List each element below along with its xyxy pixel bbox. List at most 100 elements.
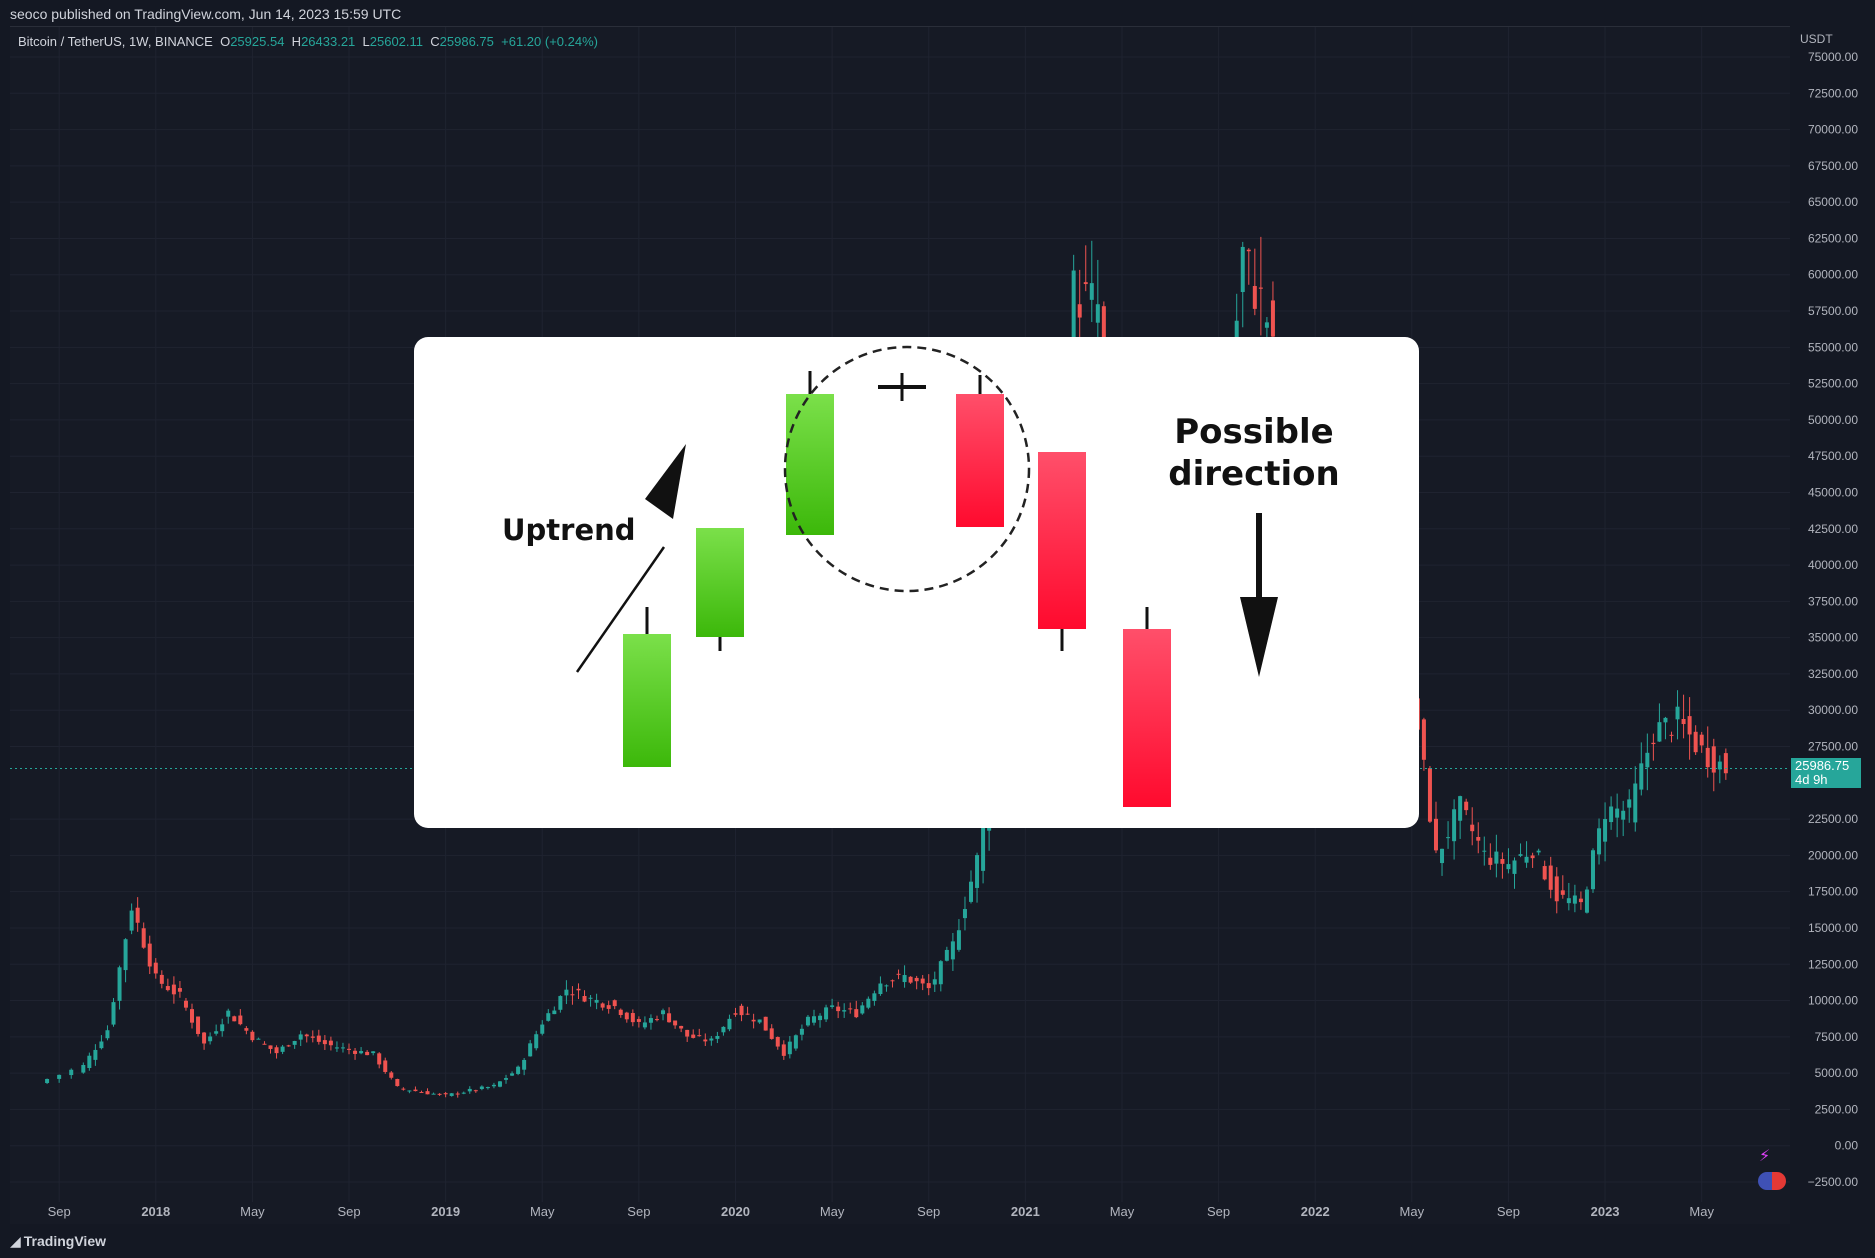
candle-body	[1548, 865, 1553, 890]
candle-body	[1675, 706, 1680, 720]
candle-body	[491, 1084, 496, 1087]
candle-body	[1705, 747, 1710, 768]
flag-icon[interactable]	[1758, 1172, 1786, 1190]
candle-body	[745, 1013, 750, 1015]
candle-body	[250, 1031, 255, 1041]
candle-body	[1627, 799, 1632, 808]
candle-body	[733, 1013, 738, 1015]
illustration-candle-down	[1038, 452, 1086, 629]
candle-body	[860, 1005, 865, 1014]
x-tick-label: Sep	[337, 1204, 360, 1219]
candle-body	[123, 939, 128, 971]
candle-body	[57, 1074, 62, 1079]
candle-body	[1512, 860, 1517, 874]
y-tick-label: 5000.00	[1815, 1066, 1859, 1080]
chart-area[interactable]: 75000.00 72500.00 70000.00 67500.00 65000.00…	[10, 26, 1858, 1225]
y-tick-label: 75000.00	[1808, 50, 1858, 64]
candle-body	[135, 907, 140, 923]
symbol-title[interactable]: Bitcoin / TetherUS, 1W, BINANCE	[18, 34, 213, 49]
candle-body	[552, 1010, 557, 1015]
candle-body	[1566, 898, 1571, 904]
x-tick-label: Sep	[627, 1204, 650, 1219]
symbol-legend[interactable]: Bitcoin / TetherUS, 1W, BINANCE O25925.5…	[18, 34, 598, 49]
candle-body	[389, 1072, 394, 1078]
candle-body	[661, 1010, 666, 1015]
candle-body	[1687, 716, 1692, 735]
candle-body	[419, 1091, 424, 1093]
candle-body	[485, 1087, 490, 1089]
candle-body	[1482, 850, 1487, 852]
candle-body	[395, 1079, 400, 1087]
candle-body	[824, 1007, 829, 1020]
candle-body	[1536, 850, 1541, 853]
y-tick-label: 15000.00	[1808, 921, 1858, 935]
candle-body	[896, 973, 901, 975]
candle-body	[866, 998, 871, 1008]
candle-body	[1440, 848, 1445, 864]
candle-body	[1609, 806, 1614, 823]
candle-body	[1615, 808, 1620, 818]
candle-body	[214, 1031, 219, 1034]
candle-body	[1518, 854, 1523, 856]
candle-body	[848, 1008, 853, 1010]
candle-body	[141, 928, 146, 948]
candle-body	[1542, 866, 1547, 880]
x-tick-label: 2022	[1301, 1204, 1330, 1219]
pattern-circle	[783, 345, 1031, 593]
candle-body	[413, 1089, 418, 1092]
candle-body	[636, 1019, 641, 1022]
y-tick-label: 57500.00	[1808, 304, 1858, 318]
candle-body	[588, 997, 593, 999]
candle-body	[757, 1019, 762, 1023]
y-tick-label: 72500.00	[1808, 86, 1858, 100]
x-tick-label: May	[1400, 1204, 1425, 1219]
x-tick-label: Sep	[1497, 1204, 1520, 1219]
y-tick-label: 60000.00	[1808, 268, 1858, 282]
candle-body	[93, 1049, 98, 1060]
y-tick-label: 70000.00	[1808, 123, 1858, 137]
candle-body	[159, 974, 164, 984]
candle-body	[703, 1039, 708, 1042]
lightning-icon[interactable]: ⚡	[1759, 1148, 1771, 1165]
x-tick-label: May	[820, 1204, 845, 1219]
illustration-candle-down	[956, 394, 1004, 527]
candle-body	[1252, 286, 1257, 309]
price-chart[interactable]: 75000.00 72500.00 70000.00 67500.00 65000.00…	[10, 27, 1875, 1225]
candle-body	[1500, 858, 1505, 864]
candle-body	[359, 1051, 364, 1054]
y-tick-label: 12500.00	[1808, 957, 1858, 971]
candle-body	[322, 1040, 327, 1045]
candle-body	[1095, 304, 1100, 323]
candle-body	[45, 1078, 50, 1084]
candle-body	[455, 1093, 460, 1095]
candle-body	[600, 1003, 605, 1008]
candle-body	[407, 1090, 412, 1092]
candle-body	[1651, 742, 1656, 745]
candle-body	[190, 1009, 195, 1023]
last-price-value: 25986.75	[1795, 758, 1850, 773]
tradingview-logo[interactable]: ◢ TradingView	[10, 1224, 106, 1258]
bar-countdown: 4d 9h	[1795, 772, 1828, 787]
candle-body	[244, 1028, 249, 1031]
y-tick-label: −2500.00	[1808, 1175, 1859, 1189]
y-tick-label: 40000.00	[1808, 558, 1858, 572]
candle-body	[1494, 851, 1499, 864]
candle-body	[1083, 282, 1088, 285]
high-key: H	[291, 34, 302, 49]
open-value: 25925.54	[230, 34, 285, 49]
x-tick-label: May	[240, 1204, 265, 1219]
candle-body	[1699, 734, 1704, 746]
candle-body	[854, 1009, 859, 1018]
y-tick-label: 45000.00	[1808, 485, 1858, 499]
candle-body	[1669, 734, 1674, 736]
candle-body	[316, 1035, 321, 1042]
candle-body	[926, 983, 931, 989]
candle-body	[624, 1012, 629, 1020]
y-tick-label: 35000.00	[1808, 631, 1858, 645]
candle-body	[667, 1013, 672, 1023]
x-tick-label: May	[1110, 1204, 1135, 1219]
candle-body	[648, 1018, 653, 1023]
candle-body	[177, 988, 182, 992]
candle-body	[546, 1013, 551, 1021]
candle-body	[268, 1045, 273, 1049]
